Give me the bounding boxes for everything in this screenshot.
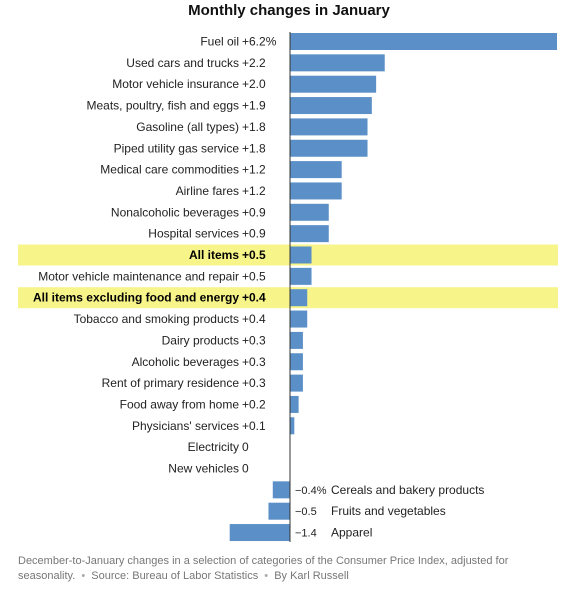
bar-rent-of-primary-residence [290,374,303,392]
bar-alcoholic-beverages [290,353,303,371]
bar-chart: Monthly changes in January Fuel oil +6.2%… [18,2,558,543]
category-label-cereals-and-bakery-products: Cereals and bakery products [331,483,484,497]
bar-piped-utility-gas-service [290,139,368,157]
category-label-motor-vehicle-maintenance-and-repair: Motor vehicle maintenance and repair [38,269,239,283]
value-label-apparel: −1.4 [295,528,317,540]
bar-meats-poultry-fish-and-eggs [290,97,372,115]
category-label-medical-care-commodities: Medical care commodities [100,163,239,177]
category-label-gasoline-all-types: Gasoline (all types) [136,120,239,134]
bar-motor-vehicle-insurance [290,75,377,93]
category-label-food-away-from-home: Food away from home [120,397,240,411]
category-label-meats-poultry-fish-and-eggs: Meats, poultry, fish and eggs [86,99,239,113]
bar-food-away-from-home [290,395,299,413]
bar-tobacco-and-smoking-products [290,310,308,328]
highlight-band-all-items-excluding-food-and-energy [18,287,558,309]
value-label-hospital-services: +0.9 [242,227,266,241]
bar-gasoline-all-types [290,118,368,136]
bar-hospital-services [290,225,329,243]
highlight-band-all-items [18,244,558,266]
bar-all-items-excluding-food-and-energy [290,289,308,307]
chart-title: Monthly changes in January [188,2,390,19]
bar-used-cars-and-trucks [290,54,385,72]
value-label-tobacco-and-smoking-products: +0.4 [242,312,266,326]
category-label-airline-fares: Airline fares [176,184,239,198]
bar-cereals-and-bakery-products [272,481,290,499]
category-label-tobacco-and-smoking-products: Tobacco and smoking products [74,312,239,326]
value-label-used-cars-and-trucks: +2.2 [242,56,266,70]
category-label-physicians-services: Physicians' services [132,419,239,433]
value-label-all-items-excluding-food-and-energy: +0.4 [242,291,266,305]
chart-footnote: December-to-January changes in a selecti… [18,554,558,584]
value-label-airline-fares: +1.2 [242,184,266,198]
value-label-gasoline-all-types: +1.8 [242,120,266,134]
bar-motor-vehicle-maintenance-and-repair [290,267,312,285]
category-label-nonalcoholic-beverages: Nonalcoholic beverages [111,205,239,219]
category-label-used-cars-and-trucks: Used cars and trucks [126,56,239,70]
bar-fruits-and-vegetables [268,502,290,520]
category-label-electricity: Electricity [188,440,239,454]
footnote-credit: By Karl Russell [274,570,349,582]
value-label-electricity: 0 [242,440,249,454]
value-label-meats-poultry-fish-and-eggs: +1.9 [242,99,266,113]
category-label-fuel-oil: Fuel oil [200,35,239,49]
footnote-description: December-to-January changes in a selecti… [18,555,509,582]
value-label-piped-utility-gas-service: +1.8 [242,141,266,155]
value-label-new-vehicles: 0 [242,462,249,476]
footnote-separator: • [81,570,86,582]
category-label-hospital-services: Hospital services [148,227,239,241]
bar-airline-fares [290,182,342,200]
category-label-alcoholic-beverages: Alcoholic beverages [132,355,239,369]
category-label-all-items: All items [189,248,239,262]
value-label-nonalcoholic-beverages: +0.9 [242,205,266,219]
value-label-motor-vehicle-maintenance-and-repair: +0.5 [242,269,266,283]
category-label-rent-of-primary-residence: Rent of primary residence [102,376,240,390]
category-label-dairy-products: Dairy products [162,333,239,347]
value-label-alcoholic-beverages: +0.3 [242,355,266,369]
value-label-all-items: +0.5 [242,248,266,262]
bar-apparel [229,524,290,542]
value-label-motor-vehicle-insurance: +2.0 [242,77,266,91]
value-label-rent-of-primary-residence: +0.3 [242,376,266,390]
highlight-bands [18,244,558,309]
category-label-fruits-and-vegetables: Fruits and vegetables [331,504,446,518]
bar-all-items [290,246,312,264]
category-label-new-vehicles: New vehicles [168,462,239,476]
value-label-medical-care-commodities: +1.2 [242,163,266,177]
bar-dairy-products [290,331,303,349]
value-label-cereals-and-bakery-products: −0.4% [295,485,327,497]
bars [229,33,557,542]
bar-physicians-services [290,417,295,435]
bar-medical-care-commodities [290,161,342,179]
category-label-all-items-excluding-food-and-energy: All items excluding food and energy [33,291,239,305]
value-label-food-away-from-home: +0.2 [242,397,266,411]
bar-nonalcoholic-beverages [290,203,329,221]
category-label-apparel: Apparel [331,526,372,540]
category-label-motor-vehicle-insurance: Motor vehicle insurance [112,77,239,91]
value-label-physicians-services: +0.1 [242,419,266,433]
category-label-piped-utility-gas-service: Piped utility gas service [114,141,240,155]
value-label-dairy-products: +0.3 [242,333,266,347]
labels: Fuel oil +6.2%Used cars and trucks +2.2Mot… [33,35,484,540]
value-label-fuel-oil: +6.2% [242,35,277,49]
footnote-separator: • [264,570,269,582]
bar-fuel-oil [290,33,557,50]
footnote-source: Source: Bureau of Labor Statistics [91,570,259,582]
value-label-fruits-and-vegetables: −0.5 [295,506,317,518]
